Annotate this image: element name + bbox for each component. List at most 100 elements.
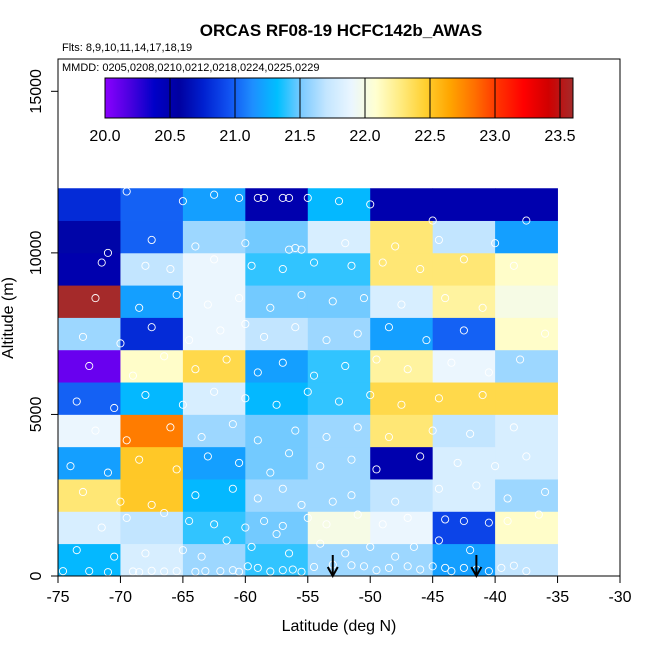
sample-point xyxy=(241,523,250,532)
sample-point xyxy=(172,465,181,474)
sample-point xyxy=(210,520,219,529)
heatmap-cell xyxy=(432,511,496,545)
chart-title: ORCAS RF08-19 HCFC142b_AWAS xyxy=(200,21,482,40)
x-tick-label: -40 xyxy=(484,589,507,606)
sample-point xyxy=(247,261,256,270)
flights-note: Flts: 8,9,10,11,14,17,18,19 xyxy=(62,42,192,54)
heatmap-cell xyxy=(58,511,121,545)
sample-point xyxy=(416,565,425,574)
sample-point xyxy=(509,423,518,432)
heatmap-cell xyxy=(370,349,434,383)
sample-point xyxy=(428,562,437,571)
sample-point xyxy=(303,513,312,522)
heatmap-cell xyxy=(432,188,496,221)
sample-point xyxy=(122,513,131,522)
sample-point xyxy=(391,497,400,506)
sample-point xyxy=(309,371,319,380)
sample-point xyxy=(72,546,81,555)
x-tick-label: -55 xyxy=(296,589,319,606)
heatmap-cell xyxy=(495,414,558,448)
sample-point xyxy=(241,319,250,329)
heatmap-cell xyxy=(495,511,558,545)
sample-point xyxy=(316,462,325,471)
sample-point xyxy=(135,455,144,464)
sample-point xyxy=(178,546,187,555)
dates-note: MMDD: 0205,0208,0210,0212,0218,0224,0225… xyxy=(62,62,320,74)
heatmap-cell xyxy=(120,414,184,448)
sample-point xyxy=(235,458,244,467)
heatmap-cell xyxy=(58,220,121,254)
sample-point xyxy=(284,193,294,202)
heatmap-cells xyxy=(58,188,558,577)
sample-point xyxy=(484,368,493,377)
sample-point xyxy=(428,426,437,435)
heatmap-cell xyxy=(120,511,184,545)
y-tick-label: 15000 xyxy=(28,69,45,114)
heatmap-cell xyxy=(307,414,371,448)
sample-point xyxy=(228,420,237,429)
heatmap-cell xyxy=(245,349,309,383)
heatmap-cell xyxy=(370,446,434,480)
heatmap-cell xyxy=(182,446,246,480)
sample-point xyxy=(91,426,100,435)
sample-point xyxy=(222,536,231,545)
heatmap-cell xyxy=(182,349,246,383)
heatmap-cell xyxy=(58,414,121,448)
sample-point xyxy=(403,365,412,374)
sample-point xyxy=(359,562,369,571)
sample-point xyxy=(541,487,550,497)
colorbar-tick-label: 22.5 xyxy=(414,128,445,145)
sample-point xyxy=(241,239,250,248)
colorbar xyxy=(104,77,574,119)
heatmap-cell xyxy=(182,479,246,512)
heatmap-cell xyxy=(58,382,121,415)
sample-point xyxy=(235,294,244,303)
sample-point xyxy=(534,510,543,519)
sample-point xyxy=(147,500,156,509)
colorbar-tick-label: 23.5 xyxy=(544,128,575,145)
sample-point xyxy=(178,400,187,409)
sample-point xyxy=(191,491,200,500)
sample-point xyxy=(347,455,356,464)
heatmap-cell xyxy=(120,382,184,415)
sample-point xyxy=(228,484,237,493)
colorbar-ticks: 20.0 20.5 21.0 21.5 22.0 22.5 23.0 23.5 xyxy=(89,78,576,145)
sample-point xyxy=(122,187,131,196)
sample-point xyxy=(384,563,394,572)
heatmap-cell xyxy=(495,188,558,221)
heatmap-cell xyxy=(245,220,309,254)
sample-point xyxy=(441,294,450,303)
sample-point xyxy=(278,484,287,493)
sample-point xyxy=(147,323,156,332)
heatmap-cell xyxy=(120,349,184,383)
sample-point xyxy=(353,329,362,338)
heatmap-cell xyxy=(370,188,434,221)
sample-point xyxy=(241,394,250,403)
sample-point xyxy=(372,465,381,474)
heatmap-cell xyxy=(370,317,434,351)
sample-point xyxy=(484,567,493,576)
heatmap-cell xyxy=(245,317,309,351)
sample-point xyxy=(503,494,512,503)
sample-point xyxy=(541,329,550,338)
sample-point xyxy=(316,539,325,548)
sample-point xyxy=(447,567,456,576)
sample-point xyxy=(266,303,275,312)
sample-point xyxy=(141,390,150,400)
sample-point xyxy=(522,452,531,461)
x-tick-label: -70 xyxy=(109,589,132,606)
sample-point xyxy=(341,239,350,248)
sample-point xyxy=(416,264,425,274)
x-tick-label: -65 xyxy=(171,589,194,606)
heatmap-cell xyxy=(432,382,496,415)
heatmap-cell xyxy=(58,479,121,512)
heatmap-cell xyxy=(307,317,371,351)
sample-point xyxy=(272,400,281,409)
sample-points xyxy=(58,187,550,577)
heatmap-cell xyxy=(495,317,558,351)
heatmap-cell xyxy=(120,479,184,512)
sample-point xyxy=(288,565,297,574)
sample-point xyxy=(85,567,94,576)
heatmap-cell xyxy=(182,252,246,286)
sample-point xyxy=(197,433,206,442)
